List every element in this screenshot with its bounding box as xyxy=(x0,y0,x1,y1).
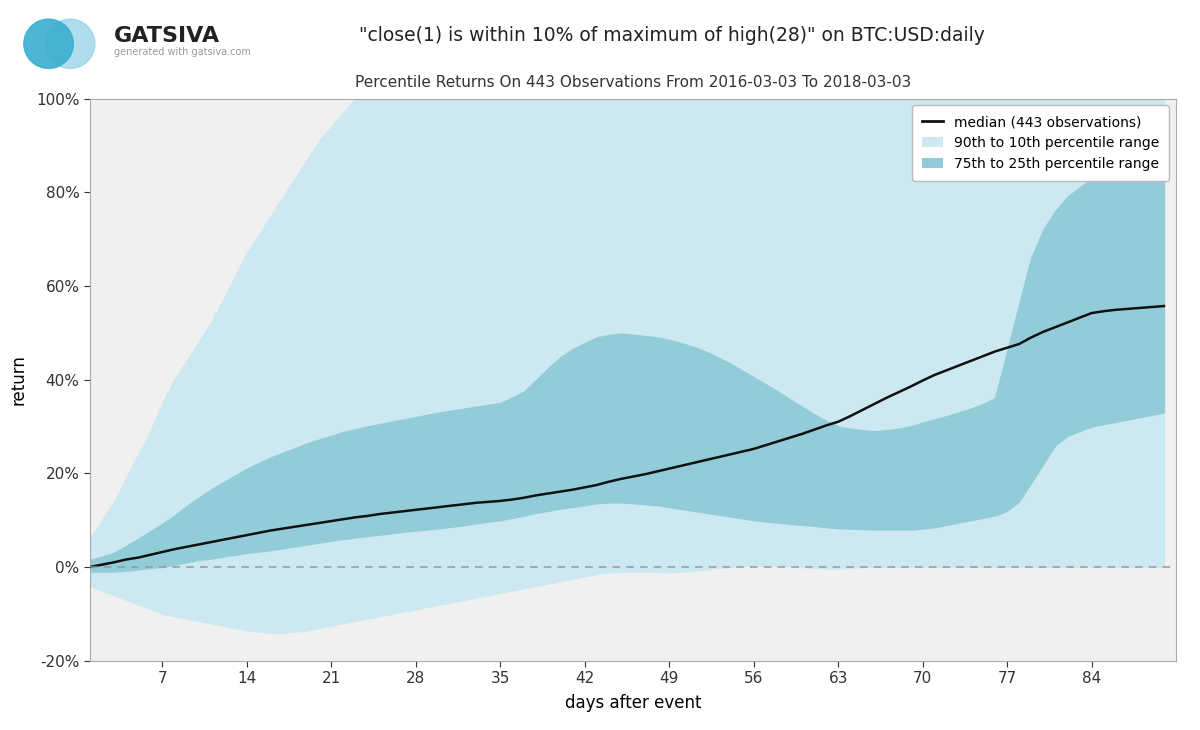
X-axis label: days after event: days after event xyxy=(565,694,701,712)
Title: Percentile Returns On 443 Observations From 2016-03-03 To 2018-03-03: Percentile Returns On 443 Observations F… xyxy=(355,75,911,91)
Y-axis label: return: return xyxy=(10,354,28,405)
Ellipse shape xyxy=(46,19,95,69)
Text: generated with gatsiva.com: generated with gatsiva.com xyxy=(114,47,251,58)
Text: GATSIVA: GATSIVA xyxy=(114,26,220,45)
Text: "close(1) is within 10% of maximum of high(28)" on BTC:USD:daily: "close(1) is within 10% of maximum of hi… xyxy=(359,26,985,45)
Ellipse shape xyxy=(24,19,73,69)
Legend: median (443 observations), 90th to 10th percentile range, 75th to 25th percentil: median (443 observations), 90th to 10th … xyxy=(912,106,1169,181)
